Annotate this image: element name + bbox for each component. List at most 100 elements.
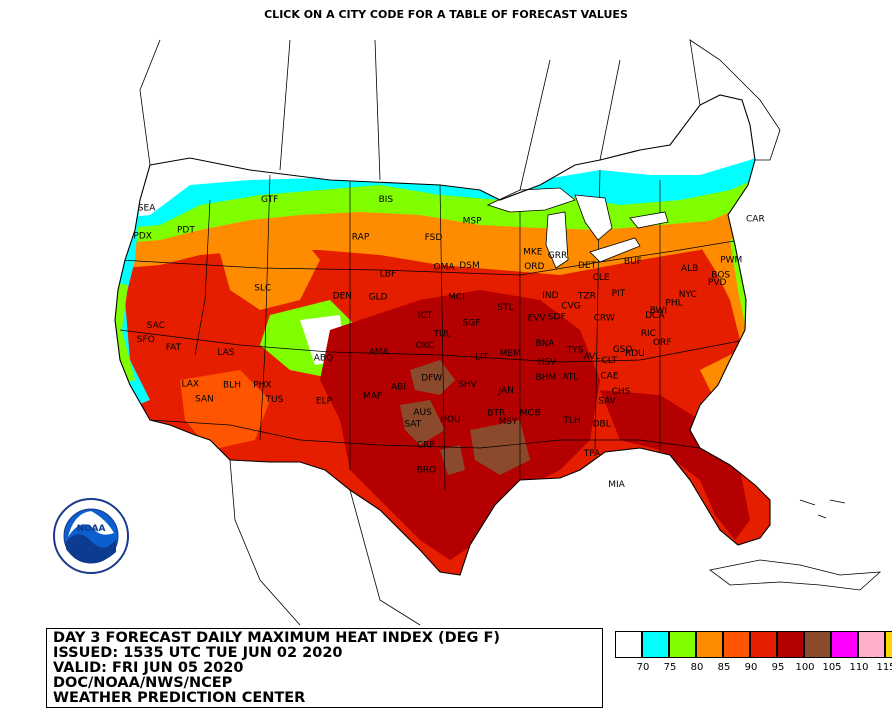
city-code-rap[interactable]: RAP	[352, 232, 370, 242]
city-code-evv[interactable]: EVV	[528, 313, 547, 323]
city-code-dbl[interactable]: DBL	[593, 420, 611, 430]
city-code-elp[interactable]: ELP	[316, 396, 333, 406]
legend-swatch	[777, 631, 804, 658]
city-code-mob[interactable]: MOB	[520, 408, 541, 418]
city-code-stl[interactable]: STL	[497, 303, 513, 313]
city-code-crw[interactable]: CRW	[594, 314, 615, 324]
city-code-pdx[interactable]: PDX	[133, 232, 152, 242]
city-code-sgf[interactable]: SGF	[463, 319, 481, 329]
legend-swatch	[750, 631, 777, 658]
city-code-gso[interactable]: GSO	[613, 345, 633, 355]
city-code-avl[interactable]: AVL	[584, 352, 601, 362]
forecast-title: DAY 3 FORECAST DAILY MAXIMUM HEAT INDEX …	[53, 630, 501, 646]
city-code-blh[interactable]: BLH	[223, 380, 241, 390]
city-code-sdf[interactable]: SDF	[548, 312, 566, 322]
city-code-pit[interactable]: PIT	[612, 289, 626, 299]
city-code-ric[interactable]: RIC	[641, 329, 656, 339]
city-code-orf[interactable]: ORF	[653, 338, 672, 348]
city-code-fat[interactable]: FAT	[166, 343, 182, 353]
city-code-bna[interactable]: BNA	[535, 339, 555, 349]
great-lakes	[486, 187, 669, 269]
state-borders	[119, 169, 746, 491]
valid-date: VALID: FRI JUN 05 2020	[53, 660, 244, 676]
city-code-crp[interactable]: CRP	[417, 441, 436, 451]
city-code-nyc[interactable]: NYC	[679, 290, 697, 300]
city-code-ama[interactable]: AMA	[369, 348, 390, 358]
city-code-bro[interactable]: BRO	[417, 466, 437, 476]
city-code-abq[interactable]: ABQ	[314, 353, 333, 363]
city-code-car[interactable]: CAR	[746, 214, 765, 224]
city-code-abi[interactable]: ABI	[391, 383, 406, 393]
city-code-tys[interactable]: TYS	[566, 345, 584, 355]
city-code-sfo[interactable]: SFO	[137, 335, 155, 345]
city-code-las[interactable]: LAS	[217, 348, 234, 358]
city-code-tul[interactable]: TUL	[433, 330, 451, 340]
city-code-phx[interactable]: PHX	[253, 381, 271, 391]
city-code-buf[interactable]: BUF	[624, 257, 642, 267]
city-code-pwm[interactable]: PWM	[720, 256, 742, 266]
city-code-lbf[interactable]: LBF	[380, 269, 396, 279]
city-code-san[interactable]: SAN	[195, 394, 214, 404]
city-code-lit[interactable]: LIT	[475, 352, 489, 362]
city-code-jan[interactable]: JAN	[498, 386, 514, 396]
city-code-mia[interactable]: MIA	[608, 480, 625, 490]
city-code-msp[interactable]: MSP	[463, 217, 482, 227]
city-code-bis[interactable]: BIS	[379, 195, 394, 205]
city-code-den[interactable]: DEN	[333, 292, 352, 302]
city-code-tzr[interactable]: TZR	[577, 291, 596, 301]
legend-label: 70	[636, 662, 650, 673]
city-code-dsm[interactable]: DSM	[459, 261, 479, 271]
city-code-tus[interactable]: TUS	[265, 395, 284, 405]
city-code-mem[interactable]: MEM	[500, 349, 521, 359]
forecast-info-box: DAY 3 FORECAST DAILY MAXIMUM HEAT INDEX …	[46, 628, 603, 708]
city-code-sat[interactable]: SAT	[404, 419, 421, 429]
city-code-okc[interactable]: OKC	[416, 341, 435, 351]
city-code-mci[interactable]: MCI	[448, 293, 465, 303]
city-code-msy[interactable]: MSY	[499, 417, 518, 427]
city-code-grr[interactable]: GRR	[548, 251, 567, 261]
city-code-shv[interactable]: SHV	[458, 380, 477, 390]
city-code-cae[interactable]: CAE	[600, 372, 618, 382]
city-codes[interactable]: SEA PDX PDT GTF BIS MSP RAP FSD MKE GRR DET ORD CLE C…	[133, 195, 764, 490]
city-code-dfw[interactable]: DFW	[421, 374, 442, 384]
city-code-phl[interactable]: PHL	[665, 298, 682, 308]
city-code-clt[interactable]: CLT	[602, 356, 618, 366]
city-code-rdu[interactable]: RDU	[625, 349, 645, 359]
city-code-chs[interactable]: CHS	[612, 387, 631, 397]
legend-label: 100	[795, 662, 815, 673]
city-code-ord[interactable]: ORD	[524, 262, 544, 272]
legend-label: 75	[663, 662, 677, 673]
city-code-bwi[interactable]: BWI	[650, 306, 667, 316]
city-code-aus[interactable]: AUS	[413, 408, 432, 418]
city-code-pvd[interactable]: PVD	[708, 278, 727, 288]
city-code-pdt[interactable]: PDT	[177, 225, 195, 235]
city-code-sea[interactable]: SEA	[138, 204, 156, 214]
city-code-dca[interactable]: DCA	[645, 311, 665, 321]
city-code-hou[interactable]: HOU	[440, 415, 460, 425]
city-code-lax[interactable]: LAX	[182, 380, 200, 390]
city-code-btr[interactable]: BTR	[487, 409, 505, 419]
city-code-gld[interactable]: GLD	[369, 293, 388, 303]
city-code-ind[interactable]: IND	[542, 291, 558, 301]
city-code-alb[interactable]: ALB	[681, 264, 698, 274]
city-code-bhm[interactable]: BHM	[535, 373, 556, 383]
city-code-cle[interactable]: CLE	[593, 273, 610, 283]
city-code-atl[interactable]: ATL	[562, 373, 578, 383]
city-code-maf[interactable]: MAF	[363, 391, 382, 401]
city-code-sac[interactable]: SAC	[147, 321, 165, 331]
city-code-ict[interactable]: ICT	[418, 311, 433, 321]
legend-swatch	[669, 631, 696, 658]
city-code-bos[interactable]: BOS	[711, 271, 730, 281]
city-code-fsd[interactable]: FSD	[425, 233, 443, 243]
city-code-gtf[interactable]: GTF	[261, 195, 278, 205]
city-code-oma[interactable]: OMA	[434, 263, 456, 273]
legend-label: 90	[744, 662, 758, 673]
city-code-hsv[interactable]: HSV	[538, 358, 557, 368]
city-code-slc[interactable]: SLC	[254, 283, 271, 293]
city-code-sav[interactable]: SAV	[598, 396, 616, 406]
city-code-tlh[interactable]: TLH	[562, 416, 580, 426]
city-code-det[interactable]: DET	[578, 261, 597, 271]
city-code-mke[interactable]: MKE	[523, 248, 543, 258]
city-code-cvg[interactable]: CVG	[561, 302, 580, 312]
city-code-tpa[interactable]: TPA	[583, 449, 601, 459]
